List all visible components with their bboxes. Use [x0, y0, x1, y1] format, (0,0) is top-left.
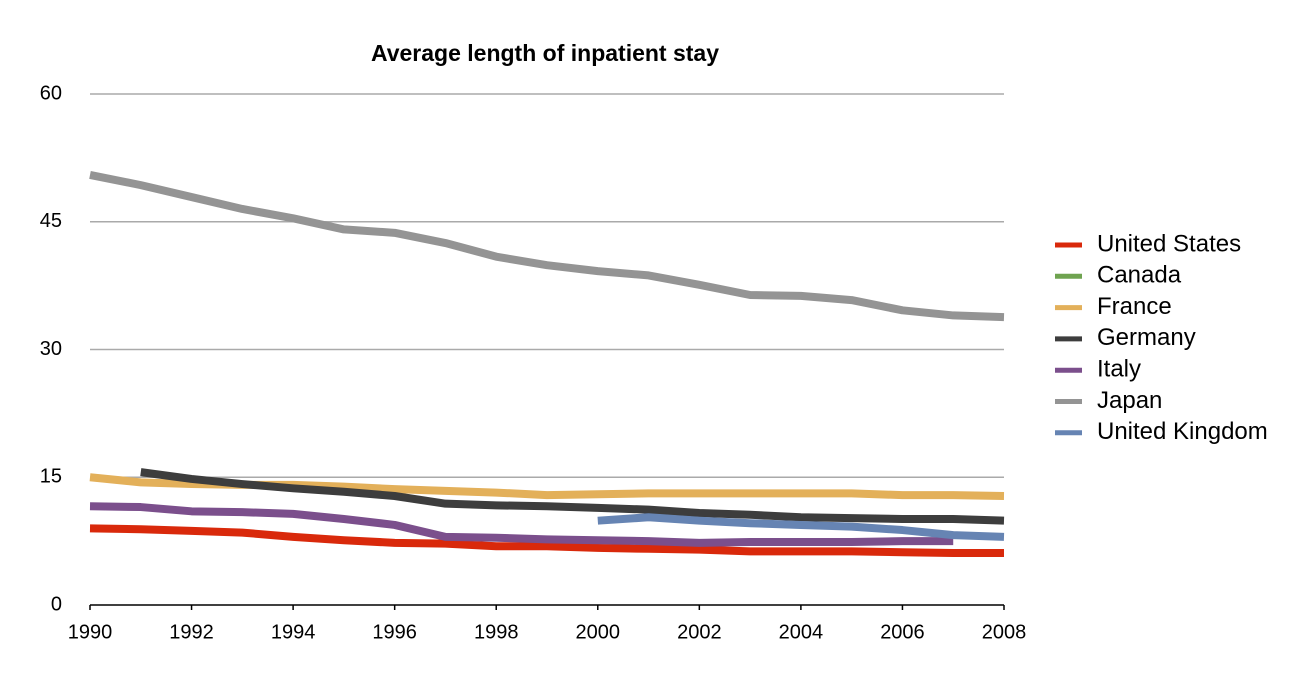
y-tick-label: 0 — [51, 593, 62, 615]
x-tick-label: 1992 — [169, 621, 214, 643]
legend-label: Canada — [1097, 262, 1182, 289]
legend-label: United Kingdom — [1097, 418, 1268, 445]
legend-label: France — [1097, 293, 1172, 320]
y-tick-label: 30 — [40, 338, 62, 360]
x-tick-label: 2004 — [779, 621, 824, 643]
legend-label: Japan — [1097, 387, 1162, 414]
x-tick-label: 1996 — [372, 621, 417, 643]
y-tick-label: 15 — [40, 466, 62, 488]
legend-label: Germany — [1097, 324, 1196, 351]
x-tick-label: 1994 — [271, 621, 316, 643]
chart-title: Average length of inpatient stay — [371, 40, 719, 66]
x-tick-label: 2006 — [880, 621, 925, 643]
y-tick-label: 45 — [40, 210, 62, 232]
legend-label: Italy — [1097, 356, 1141, 383]
x-tick-label: 1998 — [474, 621, 519, 643]
series-line — [597, 513, 1005, 541]
series-line — [89, 524, 1004, 558]
legend-label: United States — [1097, 230, 1241, 257]
x-tick-label: 1990 — [68, 621, 113, 643]
series-line — [89, 502, 954, 547]
x-tick-label: 2008 — [982, 621, 1027, 643]
x-tick-label: 2000 — [576, 621, 621, 643]
x-tick-label: 2002 — [677, 621, 722, 643]
series-line — [89, 170, 1005, 322]
y-tick-label: 60 — [40, 82, 62, 104]
series-line — [140, 468, 1005, 525]
